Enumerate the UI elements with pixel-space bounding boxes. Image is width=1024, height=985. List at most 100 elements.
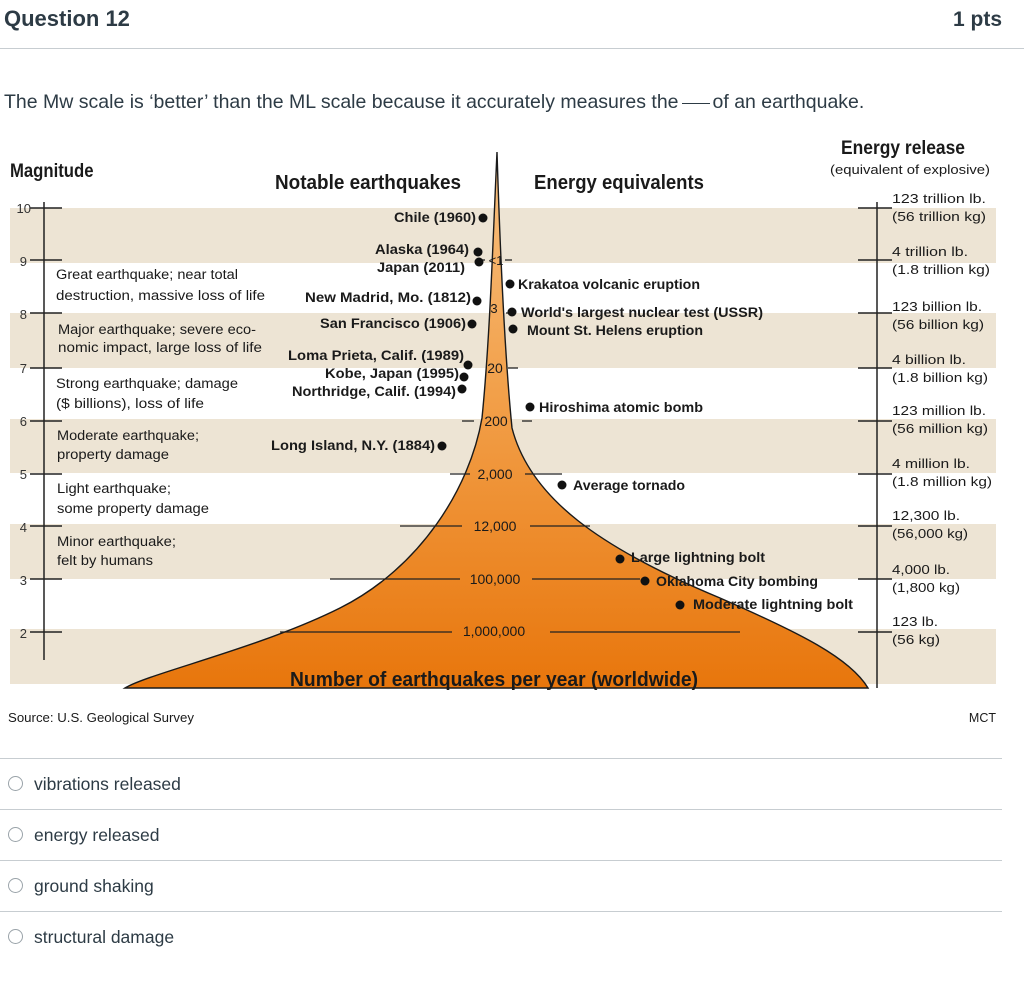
answer-option[interactable]: ground shaking [0,860,1002,911]
artist-credit: MCT [969,711,996,725]
energy-dot [508,324,518,334]
magnitude-axis [30,202,62,660]
energy-release-lb: 123 lb. [892,614,938,629]
earthquake-label: Long Island, N.Y. (1884) [271,438,435,453]
answer-option[interactable]: vibrations released [0,758,1002,809]
magnitude-label: 3 [20,573,27,588]
energy-equivalent-label: Moderate lightning bolt [693,597,854,612]
earthquake-label: Northridge, Calif. (1994) [292,384,456,399]
description-line: destruction, massive loss of life [56,288,265,303]
earthquake-magnitude-figure: 10 9 8 7 6 5 4 3 2 Magnitude Notable ear… [0,128,1004,732]
answer-label: ground shaking [34,876,154,896]
energy-release-kg: (56 trillion kg) [892,209,986,224]
cone-caption: Number of earthquakes per year (worldwid… [290,669,698,691]
earthquake-label: Chile (1960) [394,210,476,225]
energy-axis [858,202,892,688]
energy-dot [675,600,685,610]
fill-in-blank [681,103,710,104]
energy-release-kg: (1.8 billion kg) [892,370,988,385]
energy-release-lb: 123 million lb. [892,403,986,418]
magnitude-label: 2 [20,626,27,641]
answer-label: energy released [34,825,160,845]
energy-equivalent-label: Hiroshima atomic bomb [539,400,703,415]
earthquake-label: Alaska (1964) [375,242,469,257]
energy-release-lb: 12,300 lb. [892,508,960,523]
answer-options: vibrations released energy released grou… [0,758,1002,962]
energy-equivalent-label: Large lightning bolt [631,550,766,565]
question-points: 1 pts [952,8,1002,31]
earthquake-label: Loma Prieta, Calif. (1989) [288,348,464,363]
count-label: <1 [489,253,504,268]
earthquake-label: Kobe, Japan (1995) [325,366,459,381]
earthquake-dot [463,360,473,370]
count-label: 1,000,000 [463,623,525,639]
energy-equivalent-label: Average tornado [573,478,685,493]
energy-release-subheading: (equivalent of explosive) [830,162,990,177]
earthquake-frequency-cone [122,151,870,689]
magnitude-label: 7 [20,361,27,376]
energy-release-lb: 4 million lb. [892,456,970,471]
description-line: property damage [57,447,169,462]
earthquake-dot [478,213,488,223]
radio-button[interactable] [8,878,23,893]
question-text-after: of an earthquake. [712,91,865,113]
magnitude-label: 4 [20,520,27,535]
energy-equivalent-label: World's largest nuclear test (USSR) [521,305,763,320]
magnitude-label: 10 [17,201,31,216]
magnitude-label: 9 [20,254,27,269]
energy-equivalent-label: Mount St. Helens eruption [527,323,703,338]
energy-release-kg: (1.8 million kg) [892,474,992,489]
answer-label: structural damage [34,927,175,947]
description-line: Light earthquake; [57,481,171,496]
earthquake-dot [467,319,477,329]
description-line: Moderate earthquake; [57,428,199,443]
energy-release-kg: (56 million kg) [892,421,988,436]
earthquake-dot [437,441,447,451]
answer-option[interactable]: structural damage [0,911,1002,962]
earthquake-dot [472,296,482,306]
energy-dot [505,279,515,289]
answer-option[interactable]: energy released [0,809,1002,860]
earthquake-dot [459,372,469,382]
energy-dot [615,554,625,564]
description-line: Major earthquake; severe eco- [58,322,256,337]
earthquake-label: Japan (2011) [377,260,465,275]
energy-equivalent-label: Oklahoma City bombing [656,574,818,589]
notable-earthquakes-heading: Notable earthquakes [275,172,461,194]
question-title: Question 12 [4,6,130,31]
energy-dot [507,307,517,317]
energy-equivalent-label: Krakatoa volcanic eruption [518,277,700,292]
radio-button[interactable] [8,929,23,944]
radio-button[interactable] [8,827,23,842]
description-line: nomic impact, large loss of life [58,340,262,355]
radio-button[interactable] [8,776,23,791]
energy-equivalents-heading: Energy equivalents [534,172,704,194]
energy-release-lb: 4 billion lb. [892,352,966,367]
description-line: Great earthquake; near total [56,267,238,282]
question-text-before: The Mw scale is ‘better’ than the ML sca… [4,91,679,113]
count-label: 12,000 [474,518,517,534]
description-line: ($ billions), loss of life [56,396,204,411]
earthquake-dot [474,257,484,267]
energy-release-kg: (56,000 kg) [892,526,968,541]
earthquake-dot [473,247,483,257]
description-line: Strong earthquake; damage [56,376,238,391]
count-label: 100,000 [470,571,521,587]
source-credit: Source: U.S. Geological Survey [8,711,195,725]
energy-release-lb: 123 trillion lb. [892,191,986,206]
answer-label: vibrations released [34,774,181,794]
energy-dot [525,402,535,412]
energy-release-kg: (1,800 kg) [892,580,960,595]
earthquake-label: San Francisco (1906) [320,316,466,331]
energy-dot [557,480,567,490]
magnitude-label: 5 [20,467,27,482]
count-label: 3 [490,301,497,316]
magnitude-label: 6 [20,414,27,429]
count-label: 200 [484,413,508,429]
description-line: some property damage [57,501,209,516]
question-header: Question 12 1 pts [0,0,1024,49]
question-text: The Mw scale is ‘better’ than the ML sca… [4,91,864,114]
earthquake-dot [457,384,467,394]
band-10-9 [10,208,996,263]
energy-dot [640,576,650,586]
